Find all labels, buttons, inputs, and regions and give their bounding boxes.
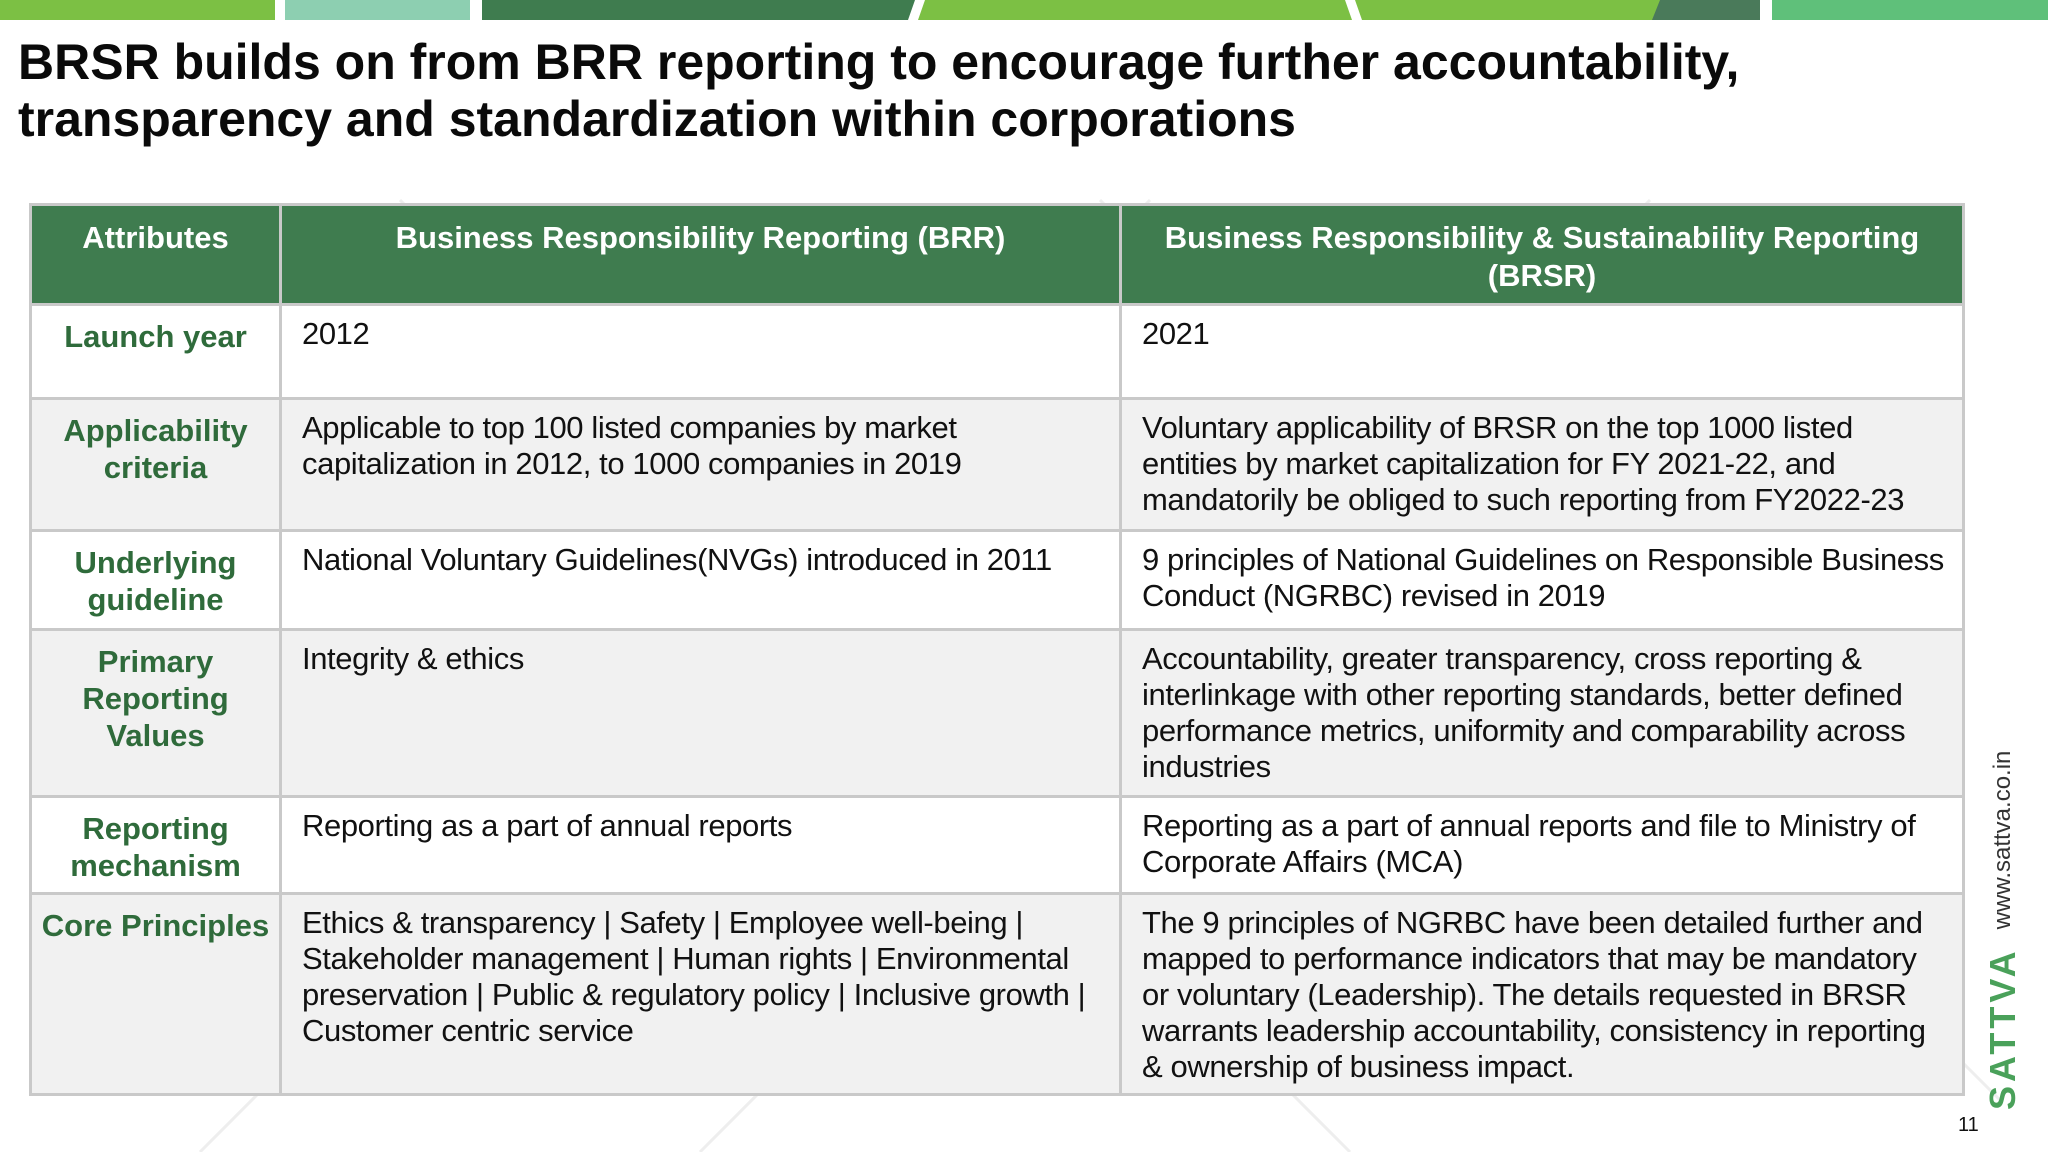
table-row: Primary Reporting Values Integrity & eth… (29, 628, 1965, 798)
attribute-cell: Core Principles (29, 892, 282, 1096)
brr-cell: Reporting as a part of annual reports (279, 795, 1122, 895)
header-attributes: Attributes (29, 203, 282, 306)
table-row: Launch year 2012 2021 (29, 303, 1965, 400)
slide-title: BRSR builds on from BRR reporting to enc… (18, 34, 1740, 147)
brand-vertical: SATTVA www.sattva.co.in (1982, 751, 2024, 1110)
brsr-cell: Accountability, greater transparency, cr… (1119, 628, 1965, 798)
brsr-cell: 2021 (1119, 303, 1965, 400)
table-row: Applicability criteria Applicable to top… (29, 397, 1965, 532)
brr-cell: Applicable to top 100 listed companies b… (279, 397, 1122, 532)
page-number: 11 (1958, 1114, 1979, 1136)
brsr-cell: The 9 principles of NGRBC have been deta… (1119, 892, 1965, 1096)
top-decorative-band (0, 0, 2048, 20)
brr-cell: 2012 (279, 303, 1122, 400)
header-brsr: Business Responsibility & Sustainability… (1119, 203, 1965, 306)
brand-url: www.sattva.co.in (1989, 750, 2016, 930)
brr-cell: Ethics & transparency | Safety | Employe… (279, 892, 1122, 1096)
table-row: Core Principles Ethics & transparency | … (29, 892, 1965, 1096)
header-brr: Business Responsibility Reporting (BRR) (279, 203, 1122, 306)
brsr-cell: Reporting as a part of annual reports an… (1119, 795, 1965, 895)
sattva-logo: SATTVA (1982, 947, 2023, 1110)
attribute-cell: Applicability criteria (29, 397, 282, 532)
attribute-cell: Underlying guideline (29, 529, 282, 631)
brsr-cell: Voluntary applicability of BRSR on the t… (1119, 397, 1965, 532)
attribute-cell: Launch year (29, 303, 282, 400)
brsr-cell: 9 principles of National Guidelines on R… (1119, 529, 1965, 631)
table-row: Reporting mechanism Reporting as a part … (29, 795, 1965, 895)
attribute-cell: Primary Reporting Values (29, 628, 282, 798)
brr-cell: National Voluntary Guidelines(NVGs) intr… (279, 529, 1122, 631)
attribute-cell: Reporting mechanism (29, 795, 282, 895)
table-header-row: Attributes Business Responsibility Repor… (29, 203, 1965, 306)
table-row: Underlying guideline National Voluntary … (29, 529, 1965, 631)
comparison-table: Attributes Business Responsibility Repor… (29, 203, 1965, 1096)
brr-cell: Integrity & ethics (279, 628, 1122, 798)
